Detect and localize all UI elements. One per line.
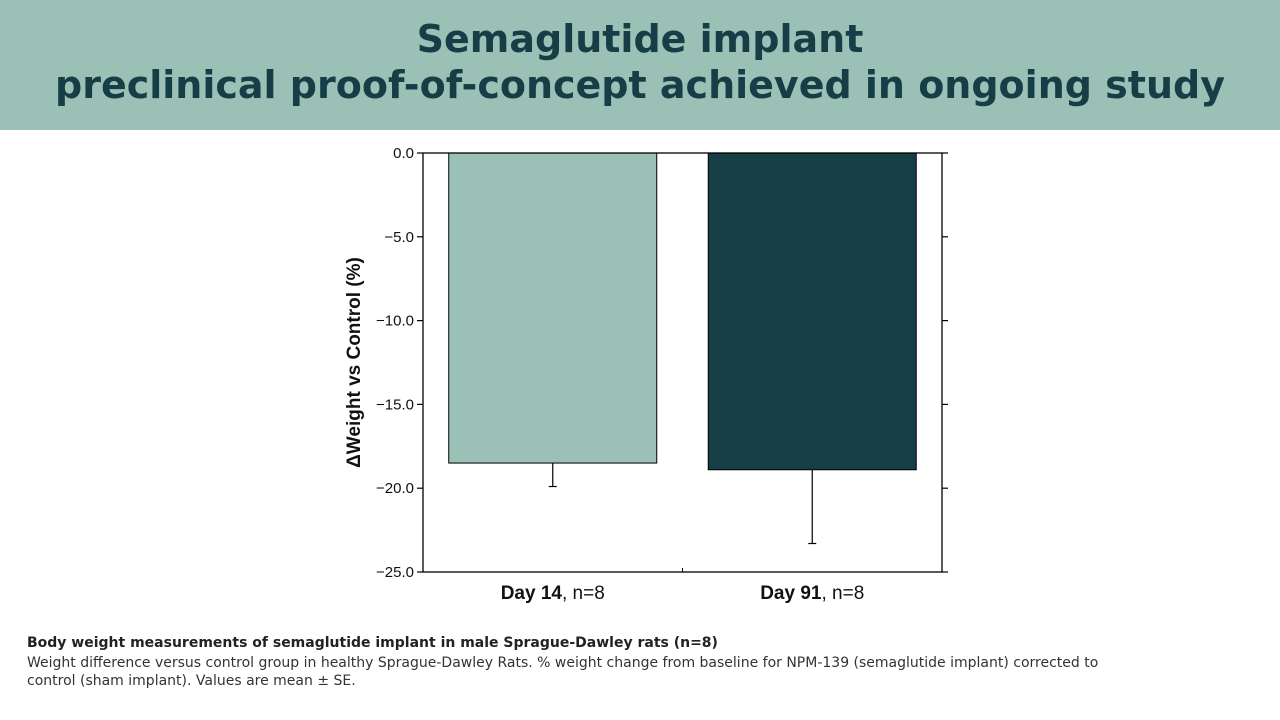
caption-title: Body weight measurements of semaglutide … [27, 635, 718, 651]
y-tick-label-1: 0.0 [393, 145, 414, 162]
bar-chart: Day 14, n=8 Day 91, n=8 0.0 −5.0 −10.0 −15.0 −… [344, 145, 948, 604]
bar-1 [448, 152, 658, 464]
caption-body: Weight difference versus control group i… [27, 654, 1227, 690]
x-tick-label-1: Day 14, n=8 [501, 583, 605, 604]
y-tick-label-3: −10.0 [376, 313, 414, 330]
caption-body-line2: control (sham implant). Values are mean … [27, 673, 356, 689]
bar-2 [707, 152, 917, 471]
slide-title-line2: preclinical proof-of-concept achieved in… [55, 63, 1225, 107]
y-tick-label-6: −25.0 [376, 564, 414, 581]
y-axis-label: ΔWeight vs Control (%) [344, 257, 365, 468]
y-tick-label-2: −5.0 [384, 229, 414, 246]
plot-frame [422, 152, 943, 573]
slide-title-line1: Semaglutide implant [416, 17, 864, 61]
header-banner: Semaglutide implant preclinical proof-of… [0, 0, 1280, 130]
x-tick-label-2: Day 91, n=8 [760, 583, 864, 604]
y-tick-label-5: −20.0 [376, 480, 414, 497]
y-tick-label-4: −15.0 [376, 396, 414, 413]
caption-body-line1: Weight difference versus control group i… [27, 655, 1099, 671]
